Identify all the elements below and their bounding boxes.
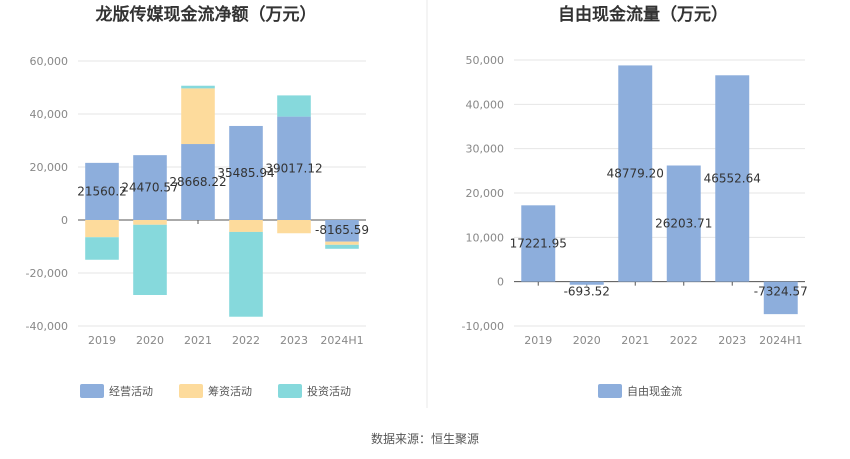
cash-flow-chart: 龙版传媒现金流净额（万元） 60,000 40,000 20,000 0 -20,000 -… [26, 4, 369, 398]
bar-segment [229, 220, 263, 232]
chart-title: 自由现金流量（万元） [558, 4, 728, 25]
y-tick-label: 60,000 [30, 55, 69, 68]
y-tick-label: 0 [61, 214, 68, 227]
bar-segment [763, 281, 798, 315]
legend-label: 自由现金流 [627, 384, 682, 398]
bar-segment [325, 244, 359, 249]
bar-segment [325, 241, 359, 245]
y-tick-label: 10,000 [466, 231, 505, 244]
y-tick-label: 40,000 [30, 108, 69, 121]
x-tick-label: 2022 [232, 334, 260, 347]
x-tick-label: 2019 [88, 334, 116, 347]
free-cash-flow-chart: 自由现金流量（万元） 50,000 40,000 30,000 20,000 10,000… [462, 4, 808, 398]
bar-segment [229, 231, 263, 317]
bar-segment [133, 220, 167, 225]
source-note: 数据来源：恒生聚源 [371, 431, 479, 446]
data-label: 35485.94 [217, 166, 274, 180]
bar-segment [181, 144, 215, 220]
data-label: 24470.57 [121, 181, 178, 195]
bar-segment [569, 281, 604, 285]
legend-swatch [80, 384, 104, 398]
bar-segment [521, 205, 556, 282]
bar-segment [277, 116, 311, 220]
legend-label: 筹资活动 [208, 384, 252, 398]
x-tick-label: 2023 [280, 334, 308, 347]
bar-segment [229, 125, 263, 220]
x-tick-label: 2020 [136, 334, 164, 347]
x-tick-label: 2019 [524, 334, 552, 347]
legend-swatch [179, 384, 203, 398]
x-tick-label: 2022 [670, 334, 698, 347]
y-tick-label: 20,000 [466, 187, 505, 200]
x-tick-label: 2020 [573, 334, 601, 347]
y-tick-label: 20,000 [30, 161, 69, 174]
y-tick-label: -20,000 [26, 267, 68, 280]
y-tick-label: -10,000 [462, 320, 504, 333]
bar-segment [277, 220, 311, 234]
data-label: 21560.2 [77, 184, 127, 198]
data-label: 39017.12 [265, 161, 322, 175]
bar-segment [181, 85, 215, 89]
x-tick-label: 2024H1 [320, 334, 363, 347]
bar-segment [325, 220, 359, 242]
data-label: 28668.22 [169, 175, 226, 189]
y-tick-label: 0 [497, 276, 504, 289]
data-label: -8165.59 [315, 223, 369, 237]
legend-swatch [278, 384, 302, 398]
bar-segment [715, 75, 750, 282]
x-tick-label: 2021 [621, 334, 649, 347]
data-label: 17221.95 [510, 236, 567, 250]
x-tick-label: 2024H1 [759, 334, 802, 347]
y-tick-label: -40,000 [26, 320, 68, 333]
bar-segment [618, 65, 653, 282]
x-tick-label: 2023 [718, 334, 746, 347]
x-tick-label: 2021 [184, 334, 212, 347]
legend-swatch [598, 384, 622, 398]
legend-label: 投资活动 [307, 384, 351, 398]
bar-segment [85, 220, 119, 238]
bar-segment [277, 95, 311, 117]
bar-segment [181, 88, 215, 145]
data-label: -7324.57 [754, 285, 808, 299]
chart-title: 龙版传媒现金流净额（万元） [95, 4, 317, 25]
y-tick-label: 40,000 [466, 98, 505, 111]
y-tick-label: 30,000 [466, 143, 505, 156]
bar-segment [133, 155, 167, 220]
data-label: 46552.64 [704, 171, 761, 185]
bar-segment [666, 165, 701, 282]
data-label: -693.52 [564, 285, 610, 299]
bar-segment [85, 237, 119, 260]
legend-label: 经营活动 [109, 384, 153, 398]
bar-segment [85, 162, 119, 220]
bar-segment [133, 224, 167, 295]
data-label: 48779.20 [607, 167, 664, 181]
y-tick-label: 50,000 [466, 54, 505, 67]
data-label: 26203.71 [655, 217, 712, 231]
